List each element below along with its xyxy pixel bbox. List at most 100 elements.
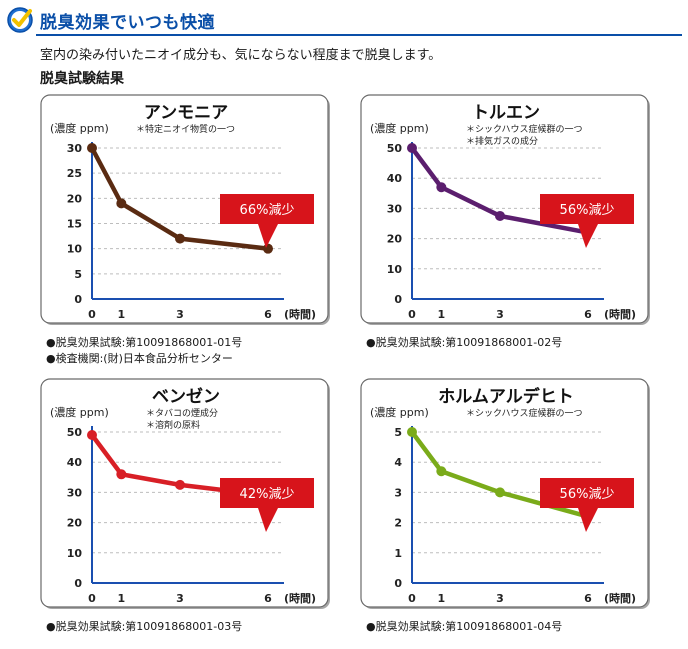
x-tick-label: 6 bbox=[584, 308, 592, 321]
chart-subtitle: ＊排気ガスの成分 bbox=[466, 135, 538, 147]
chart-title: ベンゼン bbox=[152, 386, 220, 407]
data-point bbox=[116, 198, 127, 209]
chart-subtitle: ＊特定ニオイ物質の一つ bbox=[136, 123, 235, 135]
data-point bbox=[175, 233, 185, 244]
y-tick-label: 10 bbox=[67, 547, 83, 560]
y-tick-label: 5 bbox=[394, 426, 402, 439]
footnote-lab: ●検査機関:(財)日本食品分析センター bbox=[46, 352, 233, 365]
y-tick-label: 20 bbox=[387, 233, 403, 246]
data-point bbox=[87, 430, 97, 441]
chart-subtitle: ＊溶剤の原料 bbox=[146, 419, 200, 431]
x-axis-label: (時間) bbox=[284, 591, 316, 605]
y-tick-label: 0 bbox=[74, 293, 82, 306]
x-tick-label: 3 bbox=[176, 308, 184, 321]
x-axis-label: (時間) bbox=[604, 307, 636, 321]
y-tick-label: 0 bbox=[394, 293, 402, 306]
y-tick-label: 50 bbox=[387, 142, 403, 155]
chart-toluene: トルエン＊シックハウス症候群の一つ＊排気ガスの成分(濃度 ppm)0102030… bbox=[360, 94, 650, 325]
y-tick-label: 2 bbox=[394, 517, 402, 530]
x-tick-label: 0 bbox=[88, 592, 96, 605]
y-tick-label: 40 bbox=[67, 456, 83, 469]
y-tick-label: 30 bbox=[67, 486, 83, 499]
header-divider bbox=[36, 34, 682, 36]
y-tick-label: 10 bbox=[67, 243, 83, 256]
y-tick-label: 30 bbox=[67, 142, 83, 155]
callout-label: 56%減少 bbox=[560, 202, 615, 218]
y-tick-label: 1 bbox=[394, 547, 402, 560]
y-tick-label: 20 bbox=[67, 192, 83, 205]
data-point bbox=[116, 469, 127, 480]
y-tick-label: 0 bbox=[74, 577, 82, 590]
x-tick-label: 6 bbox=[584, 592, 592, 605]
callout-label: 42%減少 bbox=[240, 486, 295, 502]
footnote-test-number-1: ●脱臭効果試験:第10091868001-01号 bbox=[46, 336, 243, 349]
data-point bbox=[407, 143, 417, 153]
y-tick-label: 25 bbox=[67, 167, 82, 180]
panel-frame bbox=[40, 94, 329, 324]
y-tick-label: 5 bbox=[74, 268, 82, 281]
chart-formaldehyde: ホルムアルデヒト＊シックハウス症候群の一つ (濃度 ppm) 0 1 2 3 4 5 0 1 3 6 (… bbox=[360, 378, 650, 609]
chart-subtitle: ＊シックハウス症候群の一つ bbox=[466, 407, 583, 419]
y-axis-label: (濃度 ppm) bbox=[370, 121, 429, 135]
panel-frame bbox=[360, 94, 649, 324]
data-point bbox=[175, 479, 185, 490]
series-line bbox=[409, 145, 591, 235]
x-axis-label: (時間) bbox=[284, 307, 316, 321]
panel-frame bbox=[40, 378, 329, 608]
chart-panel-ammonia: アンモニア ＊特定ニオイ物質の一つ (濃度 ppm) 0 5 10 15 20 25 30 0 1 3 6… bbox=[40, 94, 333, 328]
x-tick-label: 1 bbox=[438, 592, 446, 605]
footnote-test-number-2: ●脱臭効果試験:第10091868001-02号 bbox=[366, 336, 563, 349]
chart-ammonia: アンモニア＊特定ニオイ物質の一つ (濃度 ppm) 0 5 10 15 20 25 30 0 1 3 6… bbox=[40, 94, 330, 325]
chart-subtitle: ＊タバコの煙成分 bbox=[146, 407, 218, 419]
y-tick-label: 30 bbox=[387, 202, 403, 215]
page-title: 脱臭効果でいつも快適 bbox=[40, 13, 215, 33]
x-tick-label: 1 bbox=[118, 592, 126, 605]
callout-bubble bbox=[540, 478, 634, 532]
chart-panel-formaldehyde: ホルムアルデヒト ＊シックハウス症候群の一つ (濃度 ppm) 0 1 2 3 4 5 0 1 3 6 (… bbox=[360, 378, 653, 612]
data-point bbox=[436, 466, 447, 477]
chart-title: ホルムアルデヒト bbox=[438, 386, 574, 407]
callout-label: 66%減少 bbox=[240, 202, 295, 218]
y-axis-label: (濃度 ppm) bbox=[370, 405, 429, 419]
x-tick-label: 0 bbox=[408, 308, 416, 321]
data-point bbox=[495, 210, 505, 221]
y-tick-label: 3 bbox=[394, 486, 402, 499]
check-icon bbox=[7, 7, 33, 33]
callout-bubble bbox=[540, 194, 634, 248]
x-tick-label: 3 bbox=[496, 308, 504, 321]
page-header: 脱臭効果でいつも快適 bbox=[6, 6, 682, 36]
x-tick-label: 3 bbox=[176, 592, 184, 605]
section-title: 脱臭試験結果 bbox=[40, 71, 124, 87]
chart-panel-benzene: ベンゼン ＊タバコの煙成分 ＊溶剤の原料 (濃度 ppm) 0 10 20 30 40 50 0 1 3… bbox=[40, 378, 333, 612]
footnote-test-number-3: ●脱臭効果試験:第10091868001-03号 bbox=[46, 620, 243, 633]
y-tick-label: 15 bbox=[67, 218, 82, 231]
x-tick-label: 0 bbox=[408, 592, 416, 605]
x-axis-label: (時間) bbox=[604, 591, 636, 605]
y-tick-label: 0 bbox=[394, 577, 402, 590]
intro-text: 室内の染み付いたニオイ成分も、気にならない程度まで脱臭します。 bbox=[40, 48, 442, 63]
x-tick-label: 6 bbox=[264, 592, 272, 605]
chart-panel-toluene: トルエン ＊シックハウス症候群の一つ ＊排気ガスの成分 (濃度 ppm) 0 10 20 30… bbox=[360, 94, 653, 328]
chart-subtitle: ＊シックハウス症候群の一つ bbox=[466, 123, 583, 135]
footnote-test-number-4: ●脱臭効果試験:第10091868001-04号 bbox=[366, 620, 563, 633]
y-tick-label: 40 bbox=[387, 172, 403, 185]
x-tick-label: 3 bbox=[496, 592, 504, 605]
series-line bbox=[89, 145, 271, 251]
x-tick-label: 0 bbox=[88, 308, 96, 321]
data-point bbox=[436, 182, 447, 193]
data-point bbox=[263, 243, 273, 254]
x-tick-label: 1 bbox=[118, 308, 126, 321]
chart-benzene: ベンゼン＊タバコの煙成分＊溶剤の原料 (濃度 ppm) 0 10 20 30 40 50 0 1 3… bbox=[40, 378, 330, 609]
x-tick-label: 6 bbox=[264, 308, 272, 321]
data-point bbox=[495, 487, 505, 498]
y-axis-label: (濃度 ppm) bbox=[50, 121, 109, 135]
callout-label: 56%減少 bbox=[560, 486, 615, 502]
y-tick-label: 50 bbox=[67, 426, 83, 439]
chart-title: トルエン bbox=[472, 103, 540, 123]
y-tick-label: 4 bbox=[394, 456, 402, 469]
y-tick-label: 20 bbox=[67, 517, 83, 530]
data-point bbox=[87, 143, 97, 153]
x-tick-label: 1 bbox=[438, 308, 446, 321]
data-point bbox=[407, 427, 417, 437]
y-axis-label: (濃度 ppm) bbox=[50, 405, 109, 419]
